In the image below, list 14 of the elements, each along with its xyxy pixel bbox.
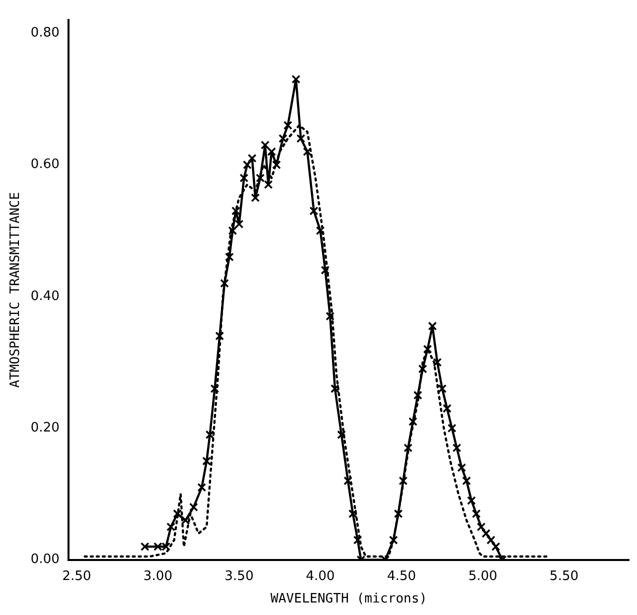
- x-tick-label: 3.50: [224, 568, 254, 584]
- y-axis-title: ATMOSPHERIC TRANSMITTANCE: [8, 192, 24, 388]
- y-tick-label: 0.80: [30, 26, 60, 41]
- x-tick-label: 5.50: [550, 568, 578, 584]
- x-tick-label: 3.00: [143, 568, 172, 584]
- y-tick-label: 0.20: [30, 420, 60, 436]
- x-tick-label: 5.00: [468, 568, 498, 584]
- x-tick-label: 4.00: [306, 568, 335, 584]
- x-tick-label: 2.50: [62, 568, 92, 584]
- y-tick-label: 0.00: [30, 552, 60, 568]
- y-tick-label: 0.40: [30, 288, 60, 304]
- x-tick-label: 4.50: [387, 568, 416, 584]
- y-tick-label: 0.60: [30, 157, 60, 172]
- x-axis-title: WAVELENGTH (microns): [270, 592, 428, 607]
